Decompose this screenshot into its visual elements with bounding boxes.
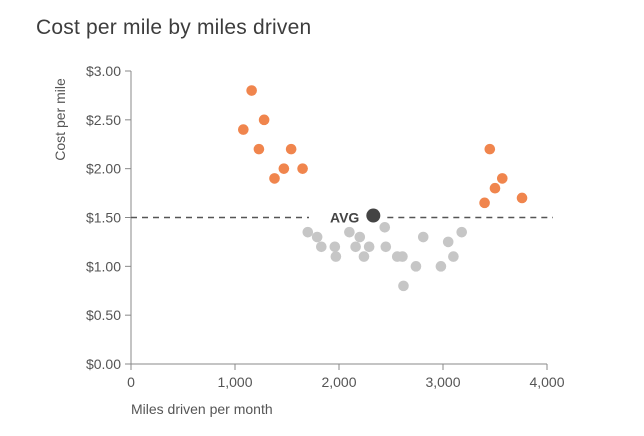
data-point [398, 280, 409, 292]
data-point [358, 251, 370, 262]
x-tick-label: 1,000 [217, 374, 252, 390]
data-point [448, 251, 459, 262]
data-point [329, 241, 341, 253]
data-point [238, 124, 249, 135]
data-point [297, 163, 308, 174]
data-point [484, 143, 496, 155]
data-point [316, 241, 327, 253]
data-point [344, 226, 355, 238]
data-point [363, 241, 375, 253]
avg-label: AVG [330, 210, 359, 226]
data-point [311, 231, 323, 243]
data-point [269, 173, 280, 184]
y-tick-label: $3.00 [86, 63, 121, 79]
data-point [442, 236, 454, 248]
data-point [253, 143, 265, 155]
y-tick-label: $2.50 [86, 112, 121, 128]
data-point [410, 261, 422, 272]
data-point [496, 173, 508, 184]
x-tick-label: 4,000 [529, 374, 564, 390]
data-point [246, 85, 257, 96]
data-point [285, 143, 297, 155]
data-point [479, 197, 490, 209]
average-point [366, 208, 381, 223]
data-point [330, 251, 342, 262]
data-point [350, 241, 361, 253]
data-point [489, 182, 501, 194]
data-point [397, 251, 408, 262]
y-axis-label: Cost per mile [52, 78, 68, 161]
data-point [379, 221, 391, 233]
data-point [516, 192, 528, 204]
chart-title: Cost per mile by miles driven [36, 16, 312, 39]
data-point [278, 163, 290, 174]
x-tick-label: 0 [127, 374, 135, 390]
data-point [354, 231, 366, 243]
data-point [435, 261, 447, 272]
data-point [258, 114, 270, 126]
y-tick-label: $2.00 [86, 161, 121, 177]
data-point [302, 226, 314, 238]
y-tick-label: $0.00 [86, 356, 121, 372]
x-tick-label: 3,000 [425, 374, 460, 390]
x-tick-label: 2,000 [321, 374, 356, 390]
x-axis-label: Miles driven per month [131, 401, 273, 417]
y-tick-label: $1.00 [86, 258, 121, 274]
y-tick-label: $0.50 [86, 307, 121, 323]
data-point [417, 231, 429, 243]
y-tick-label: $1.50 [86, 210, 121, 226]
data-point [380, 241, 392, 253]
data-point [456, 226, 468, 238]
